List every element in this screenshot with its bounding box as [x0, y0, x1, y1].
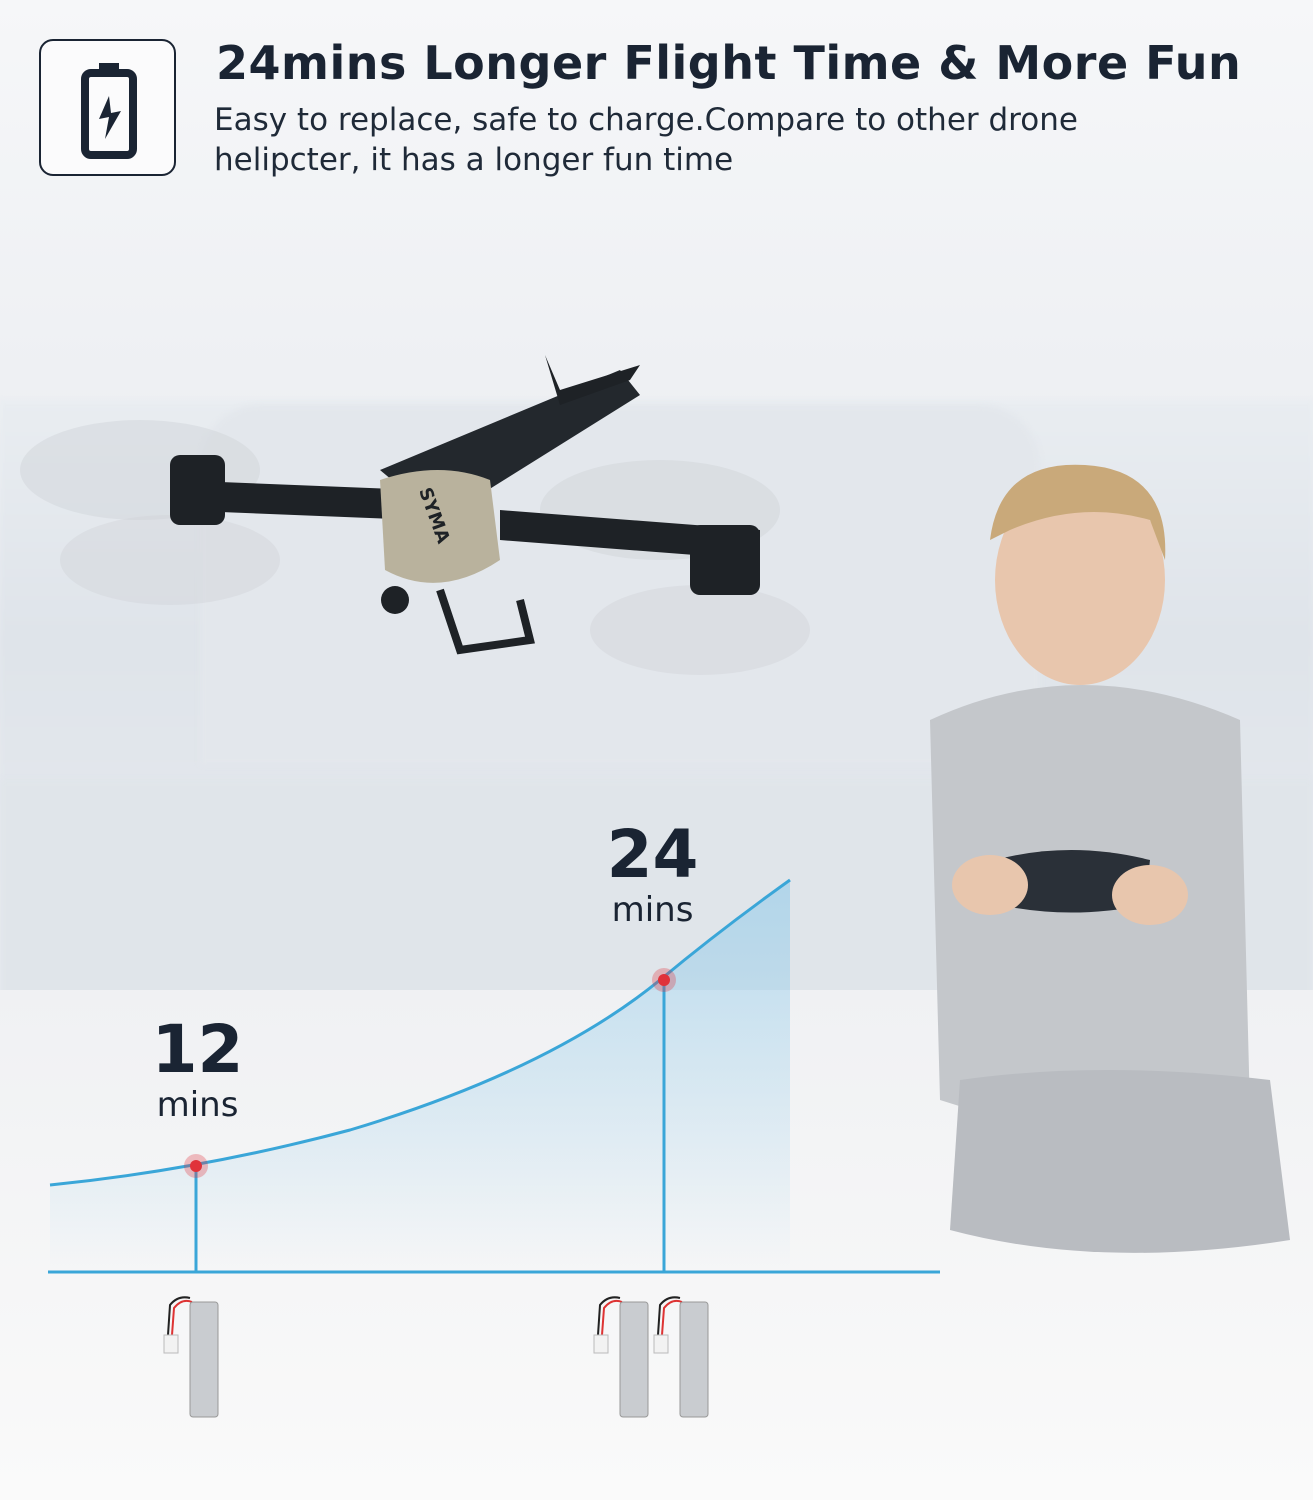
battery-pack-icon [163, 1296, 219, 1418]
headline: 24mins Longer Flight Time & More Fun [216, 36, 1242, 90]
flight-time-curve [49, 878, 791, 1187]
battery-charging-icon [39, 39, 176, 176]
subheadline: Easy to replace, safe to charge.Compare … [214, 102, 1078, 178]
battery-pack-icon [593, 1296, 649, 1418]
unit-mins: mins [611, 890, 694, 930]
label-24-mins: 24 mins [585, 816, 720, 931]
battery-pack-icon [653, 1296, 709, 1418]
unit-mins: mins [156, 1085, 239, 1125]
value-12: 12 [151, 1011, 244, 1088]
marker-dot-12 [190, 1160, 202, 1172]
label-12-mins: 12 mins [130, 1011, 265, 1126]
value-24: 24 [606, 816, 699, 893]
marker-dot-24 [658, 974, 670, 986]
sofa-backrest [200, 405, 1040, 765]
curve-area [50, 880, 790, 1270]
